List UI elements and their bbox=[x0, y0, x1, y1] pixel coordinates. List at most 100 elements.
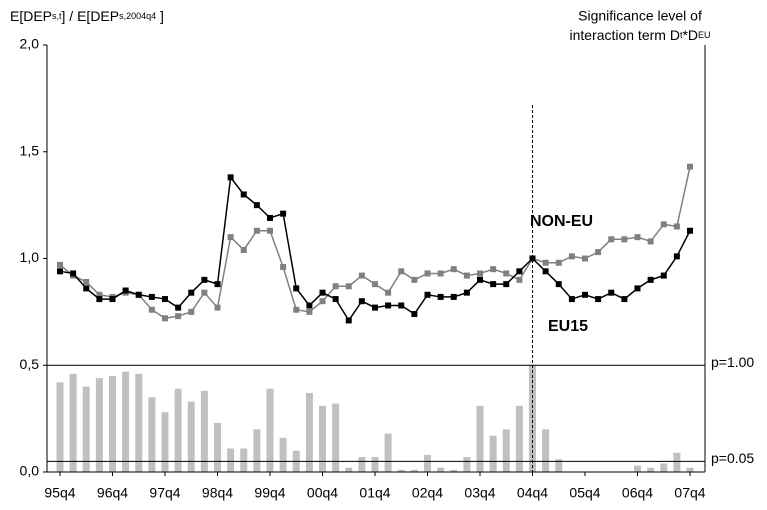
series-marker bbox=[398, 268, 405, 275]
series-marker bbox=[306, 302, 313, 309]
series-marker bbox=[687, 227, 693, 234]
series-marker bbox=[201, 289, 208, 296]
significance-bar bbox=[410, 469, 418, 472]
series-marker bbox=[516, 268, 523, 275]
x-tick-label: 99q4 bbox=[254, 485, 285, 501]
series-marker bbox=[201, 276, 208, 283]
significance-bar bbox=[371, 457, 379, 472]
significance-bar bbox=[135, 373, 143, 472]
series-marker bbox=[83, 285, 90, 292]
series-marker bbox=[253, 202, 260, 209]
series-marker bbox=[109, 296, 116, 303]
series-marker bbox=[411, 276, 418, 283]
series-marker bbox=[398, 302, 405, 309]
y-axis-title: E[DEPs,t] / E[DEPs,2004q4 ] bbox=[10, 8, 164, 24]
series-marker bbox=[463, 289, 470, 296]
series-label: EU15 bbox=[548, 318, 588, 335]
series-marker bbox=[424, 270, 431, 277]
significance-bar bbox=[69, 373, 77, 472]
series-marker bbox=[227, 174, 234, 181]
y-tick-label: 1,5 bbox=[20, 142, 40, 158]
x-tick-label: 98q4 bbox=[202, 485, 233, 501]
y-tick-label: 0,0 bbox=[20, 463, 40, 479]
series-marker bbox=[437, 270, 444, 277]
series-marker bbox=[96, 296, 103, 303]
series-marker bbox=[280, 264, 287, 271]
significance-bar bbox=[529, 365, 536, 472]
series-marker bbox=[162, 315, 168, 322]
significance-bar bbox=[542, 429, 550, 472]
series-marker bbox=[647, 276, 654, 283]
significance-bar bbox=[305, 393, 313, 472]
series-marker bbox=[582, 255, 588, 262]
series-marker bbox=[647, 238, 654, 245]
series-marker bbox=[162, 296, 168, 303]
series-marker bbox=[280, 210, 287, 217]
series-marker bbox=[687, 163, 693, 170]
significance-bar bbox=[555, 459, 563, 472]
significance-bar bbox=[686, 467, 694, 472]
series-marker bbox=[175, 304, 182, 311]
series-marker bbox=[358, 298, 365, 305]
series-marker bbox=[214, 304, 221, 311]
significance-bar bbox=[56, 382, 64, 472]
series-marker bbox=[188, 308, 195, 315]
series-marker bbox=[385, 302, 392, 309]
x-tick-label: 04q4 bbox=[517, 485, 548, 501]
significance-bar bbox=[634, 465, 641, 472]
series-marker bbox=[267, 227, 273, 234]
series-marker bbox=[358, 272, 365, 279]
y-tick-label: 0,5 bbox=[20, 356, 40, 372]
x-tick-label: 02q4 bbox=[412, 485, 443, 501]
significance-bar bbox=[345, 467, 353, 472]
series-marker bbox=[188, 289, 195, 296]
series-marker bbox=[83, 278, 90, 285]
series-marker bbox=[267, 214, 273, 221]
series-marker bbox=[608, 289, 615, 296]
series-marker bbox=[214, 281, 221, 288]
series-label: NON-EU bbox=[530, 213, 593, 230]
y-tick-label: 1,0 bbox=[20, 249, 40, 265]
right-title: interaction term Dt*DEU bbox=[569, 27, 710, 43]
series-marker bbox=[660, 272, 667, 279]
series-marker bbox=[122, 287, 129, 294]
series-marker bbox=[621, 236, 628, 243]
right-title: Significance level of bbox=[578, 8, 702, 24]
series-marker bbox=[306, 308, 313, 315]
significance-bar bbox=[161, 412, 169, 472]
series-marker bbox=[490, 266, 497, 273]
series-marker bbox=[450, 293, 457, 300]
series-marker bbox=[634, 285, 641, 292]
series-marker bbox=[240, 246, 247, 253]
significance-bar bbox=[82, 386, 90, 472]
reference-label: p=0.05 bbox=[711, 450, 754, 466]
significance-bar bbox=[515, 405, 523, 472]
significance-bar bbox=[214, 422, 221, 472]
series-marker bbox=[385, 289, 392, 296]
series-marker bbox=[529, 255, 536, 262]
significance-bar bbox=[319, 405, 326, 472]
x-tick-label: 01q4 bbox=[359, 485, 390, 501]
series-marker bbox=[503, 270, 510, 277]
series-marker bbox=[411, 311, 418, 318]
series-marker bbox=[319, 298, 326, 305]
significance-bar bbox=[660, 463, 668, 472]
series-marker bbox=[503, 281, 510, 288]
series-marker bbox=[175, 313, 182, 320]
series-marker bbox=[450, 266, 457, 273]
series-marker bbox=[332, 296, 339, 303]
series-marker bbox=[253, 227, 260, 234]
series-marker bbox=[57, 261, 63, 268]
significance-bar bbox=[187, 401, 195, 472]
significance-bar bbox=[227, 448, 235, 472]
series-marker bbox=[148, 293, 155, 300]
significance-bar bbox=[358, 457, 366, 472]
x-tick-label: 97q4 bbox=[149, 485, 180, 501]
significance-bar bbox=[647, 467, 655, 472]
series-marker bbox=[608, 236, 615, 243]
series-marker bbox=[621, 296, 628, 303]
x-tick-label: 96q4 bbox=[97, 485, 128, 501]
x-tick-label: 05q4 bbox=[569, 485, 600, 501]
series-marker bbox=[96, 291, 103, 298]
